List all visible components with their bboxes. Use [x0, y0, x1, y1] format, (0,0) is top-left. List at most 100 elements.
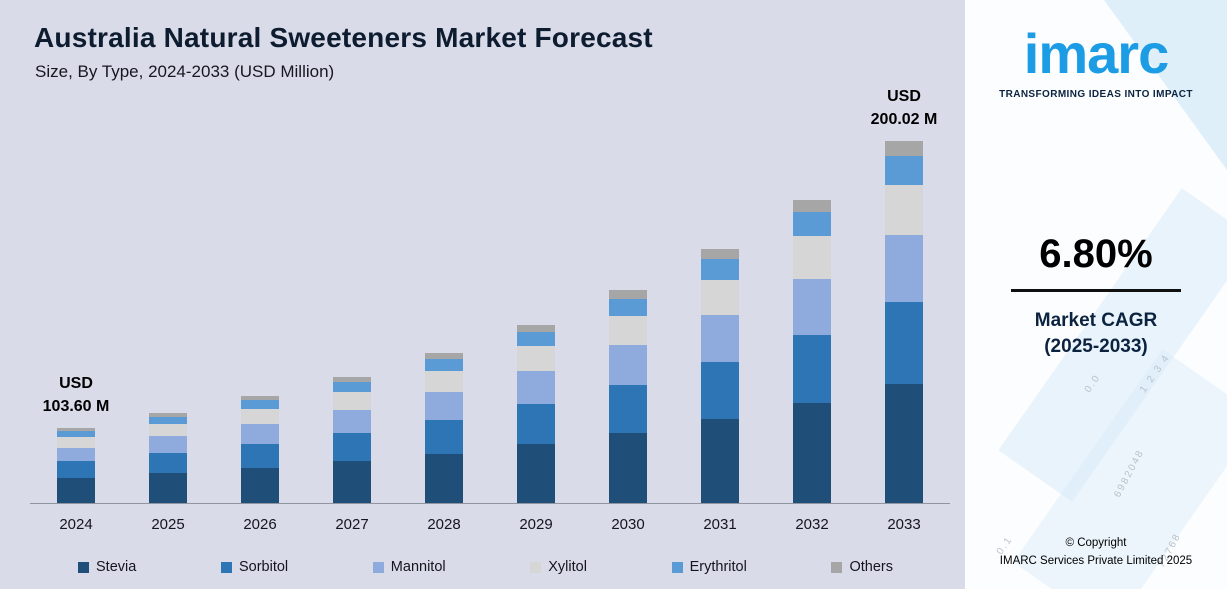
segment-others-2031 [701, 249, 739, 260]
segment-erythritol-2027 [333, 382, 371, 393]
segment-erythritol-2030 [609, 298, 647, 316]
stacked-bar-2033 [885, 141, 923, 503]
segment-stevia-2025 [149, 473, 187, 503]
imarc-logo: imarc TRANSFORMING IDEAS INTO IMPACT [965, 22, 1227, 101]
x-axis-label-2028: 2028 [427, 516, 461, 533]
segment-stevia-2027 [333, 461, 371, 503]
segment-mannitol-2026 [241, 423, 279, 444]
segment-others-2030 [609, 290, 647, 299]
segment-sorbitol-2032 [793, 334, 831, 404]
legend-item-erythritol: Erythritol [671, 559, 747, 575]
bar-cell-2030 [582, 63, 674, 503]
segment-mannitol-2029 [517, 371, 555, 405]
segment-xylitol-2030 [609, 315, 647, 346]
segment-others-2033 [885, 141, 923, 156]
legend-swatch-stevia [78, 561, 89, 573]
segment-xylitol-2028 [425, 371, 463, 393]
legend-item-mannitol: Mannitol [372, 559, 446, 575]
x-axis-label-2024: 2024 [59, 516, 93, 533]
legend-label-others: Others [849, 559, 893, 575]
x-axis-label-2026: 2026 [243, 516, 277, 533]
legend-label-stevia: Stevia [96, 559, 137, 575]
segment-sorbitol-2026 [241, 443, 279, 468]
segment-erythritol-2028 [425, 359, 463, 372]
segment-xylitol-2027 [333, 392, 371, 410]
segment-erythritol-2031 [701, 259, 739, 280]
segment-stevia-2026 [241, 467, 279, 503]
stacked-bar-2026 [241, 395, 279, 503]
segment-sorbitol-2031 [701, 362, 739, 420]
copyright: © Copyright IMARC Services Private Limit… [965, 535, 1227, 571]
segment-others-2027 [333, 376, 371, 383]
segment-others-2025 [149, 413, 187, 417]
segment-xylitol-2033 [885, 184, 923, 236]
segment-mannitol-2031 [701, 315, 739, 363]
segment-others-2029 [517, 325, 555, 333]
segment-sorbitol-2029 [517, 404, 555, 445]
legend-item-xylitol: Xylitol [530, 559, 587, 575]
cagr-value: 6.80% [1039, 232, 1153, 276]
segment-sorbitol-2025 [149, 453, 187, 474]
chart-title: Australia Natural Sweeteners Market Fore… [34, 22, 653, 53]
segment-others-2024 [57, 428, 95, 432]
segment-sorbitol-2027 [333, 433, 371, 462]
segment-sorbitol-2030 [609, 384, 647, 433]
legend: Stevia Sorbitol Mannitol Xylitol Erythritol O… [78, 559, 893, 575]
legend-swatch-xylitol [530, 561, 542, 573]
chart-subtitle: Size, By Type, 2024-2033 (USD Million) [35, 62, 335, 81]
segment-erythritol-2024 [57, 431, 95, 438]
x-axis-label-2032: 2032 [795, 516, 829, 533]
segment-erythritol-2033 [885, 155, 923, 185]
segment-others-2032 [793, 200, 831, 213]
segment-xylitol-2031 [701, 279, 739, 316]
stacked-bar-2028 [425, 353, 463, 503]
bar-cell-2031 [674, 63, 766, 503]
segment-stevia-2028 [425, 453, 463, 503]
segment-xylitol-2024 [57, 437, 95, 448]
stacked-bar-2030 [609, 290, 647, 503]
segment-erythritol-2025 [149, 416, 187, 424]
bars-row: USD 103.60 M USD 200.02 M [30, 63, 950, 503]
segment-stevia-2029 [517, 444, 555, 503]
legend-swatch-sorbitol [220, 561, 232, 573]
x-axis-labels: 2024 2025 2026 2027 2028 2029 2030 2031 2032 2033 [30, 516, 950, 533]
imarc-tagline: TRANSFORMING IDEAS INTO IMPACT [999, 89, 1193, 100]
legend-item-others: Others [831, 559, 893, 575]
segment-sorbitol-2028 [425, 419, 463, 454]
x-axis-label-2033: 2033 [887, 516, 921, 533]
segment-stevia-2031 [701, 419, 739, 503]
sidebar: 0.0 1 2 3 4 6982048 0.1 72768 imarc TRANSFOR… [965, 0, 1227, 589]
cagr-underline [1011, 289, 1181, 292]
legend-swatch-mannitol [372, 561, 384, 573]
segment-erythritol-2029 [517, 332, 555, 347]
cagr-block: 6.80% Market CAGR (2025-2033) [965, 232, 1227, 359]
copyright-line1: © Copyright [1065, 537, 1127, 550]
bar-cell-2024: USD 103.60 M [30, 63, 122, 503]
segment-mannitol-2025 [149, 436, 187, 454]
stacked-bar-2029 [517, 325, 555, 503]
bar-cell-2029 [490, 63, 582, 503]
segment-stevia-2033 [885, 383, 923, 503]
segment-others-2026 [241, 395, 279, 401]
segment-erythritol-2026 [241, 400, 279, 409]
segment-mannitol-2033 [885, 235, 923, 303]
x-axis-line [30, 502, 950, 504]
bar-cell-2028 [398, 63, 490, 503]
segment-stevia-2024 [57, 478, 95, 503]
segment-xylitol-2026 [241, 408, 279, 424]
x-axis-label-2025: 2025 [151, 516, 185, 533]
bar-cell-2025 [122, 63, 214, 503]
legend-label-xylitol: Xylitol [548, 559, 587, 575]
x-axis-label-2031: 2031 [703, 516, 737, 533]
segment-stevia-2032 [793, 403, 831, 503]
segment-mannitol-2028 [425, 392, 463, 420]
cagr-period: (2025-2033) [1044, 335, 1148, 357]
copyright-line2: IMARC Services Private Limited 2025 [999, 555, 1193, 568]
x-axis-label-2027: 2027 [335, 516, 369, 533]
segment-xylitol-2025 [149, 423, 187, 437]
segment-others-2028 [425, 353, 463, 360]
segment-mannitol-2027 [333, 409, 371, 434]
legend-item-stevia: Stevia [78, 559, 136, 575]
imarc-logo-wordmark: imarc [1023, 22, 1169, 85]
